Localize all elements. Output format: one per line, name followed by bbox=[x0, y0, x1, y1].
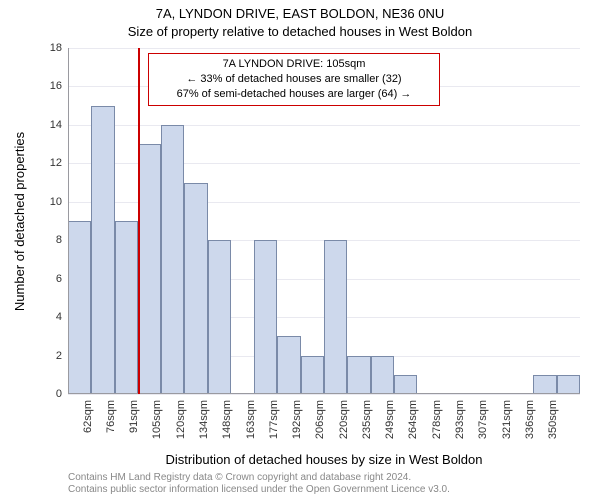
bar bbox=[371, 356, 394, 394]
bar bbox=[277, 336, 300, 394]
x-tick-label: 134sqm bbox=[198, 400, 210, 450]
x-tick-label: 235sqm bbox=[361, 400, 373, 450]
title-sub: Size of property relative to detached ho… bbox=[0, 24, 600, 39]
bar bbox=[557, 375, 580, 394]
y-tick-label: 4 bbox=[56, 311, 62, 323]
x-tick-label: 264sqm bbox=[407, 400, 419, 450]
x-tick-label: 249sqm bbox=[384, 400, 396, 450]
info-box-line: ← 33% of detached houses are smaller (32… bbox=[155, 72, 433, 87]
bar bbox=[394, 375, 417, 394]
x-tick-label: 91sqm bbox=[128, 400, 140, 450]
y-tick-label: 16 bbox=[50, 80, 62, 92]
bar bbox=[161, 125, 184, 394]
x-axis-line bbox=[68, 393, 580, 394]
x-tick-label: 206sqm bbox=[314, 400, 326, 450]
x-tick-label: 350sqm bbox=[547, 400, 559, 450]
x-tick-label: 220sqm bbox=[338, 400, 350, 450]
y-tick-label: 12 bbox=[50, 157, 62, 169]
x-tick-label: 177sqm bbox=[268, 400, 280, 450]
x-tick-label: 62sqm bbox=[82, 400, 94, 450]
info-box: 7A LYNDON DRIVE: 105sqm← 33% of detached… bbox=[148, 53, 440, 106]
plot-area: 7A LYNDON DRIVE: 105sqm← 33% of detached… bbox=[68, 48, 580, 394]
bar bbox=[533, 375, 556, 394]
y-axis-label: Number of detached properties bbox=[12, 48, 28, 394]
y-tick-label: 18 bbox=[50, 42, 62, 54]
bar bbox=[324, 240, 347, 394]
gridline bbox=[68, 125, 580, 126]
x-tick-label: 120sqm bbox=[175, 400, 187, 450]
x-tick-label: 76sqm bbox=[105, 400, 117, 450]
credits-line1: Contains HM Land Registry data © Crown c… bbox=[68, 472, 450, 484]
x-tick-label: 163sqm bbox=[245, 400, 257, 450]
x-tick-label: 105sqm bbox=[151, 400, 163, 450]
y-tick-label: 0 bbox=[56, 388, 62, 400]
bar bbox=[347, 356, 370, 394]
x-tick-label: 307sqm bbox=[477, 400, 489, 450]
bar bbox=[208, 240, 231, 394]
x-tick-label: 278sqm bbox=[431, 400, 443, 450]
x-tick-label: 192sqm bbox=[291, 400, 303, 450]
bar bbox=[91, 106, 114, 394]
bar bbox=[138, 144, 161, 394]
info-box-line: 7A LYNDON DRIVE: 105sqm bbox=[155, 57, 433, 72]
bar bbox=[184, 183, 207, 394]
gridline bbox=[68, 48, 580, 49]
bar bbox=[115, 221, 138, 394]
credits: Contains HM Land Registry data © Crown c… bbox=[68, 472, 450, 496]
x-tick-label: 336sqm bbox=[524, 400, 536, 450]
x-tick-label: 148sqm bbox=[221, 400, 233, 450]
x-tick-label: 293sqm bbox=[454, 400, 466, 450]
y-tick-label: 2 bbox=[56, 350, 62, 362]
figure: 7A, LYNDON DRIVE, EAST BOLDON, NE36 0NU … bbox=[0, 0, 600, 500]
credits-line2: Contains public sector information licen… bbox=[68, 484, 450, 496]
bar bbox=[301, 356, 324, 394]
y-tick-label: 14 bbox=[50, 119, 62, 131]
title-main: 7A, LYNDON DRIVE, EAST BOLDON, NE36 0NU bbox=[0, 6, 600, 21]
x-axis-label: Distribution of detached houses by size … bbox=[68, 452, 580, 467]
bar bbox=[254, 240, 277, 394]
y-axis-line bbox=[68, 48, 69, 394]
info-box-line: 67% of semi-detached houses are larger (… bbox=[155, 87, 433, 102]
y-tick-label: 10 bbox=[50, 196, 62, 208]
gridline bbox=[68, 394, 580, 395]
bar bbox=[68, 221, 91, 394]
y-tick-label: 6 bbox=[56, 273, 62, 285]
x-tick-label: 321sqm bbox=[501, 400, 513, 450]
y-tick-label: 8 bbox=[56, 234, 62, 246]
reference-line bbox=[138, 48, 140, 394]
